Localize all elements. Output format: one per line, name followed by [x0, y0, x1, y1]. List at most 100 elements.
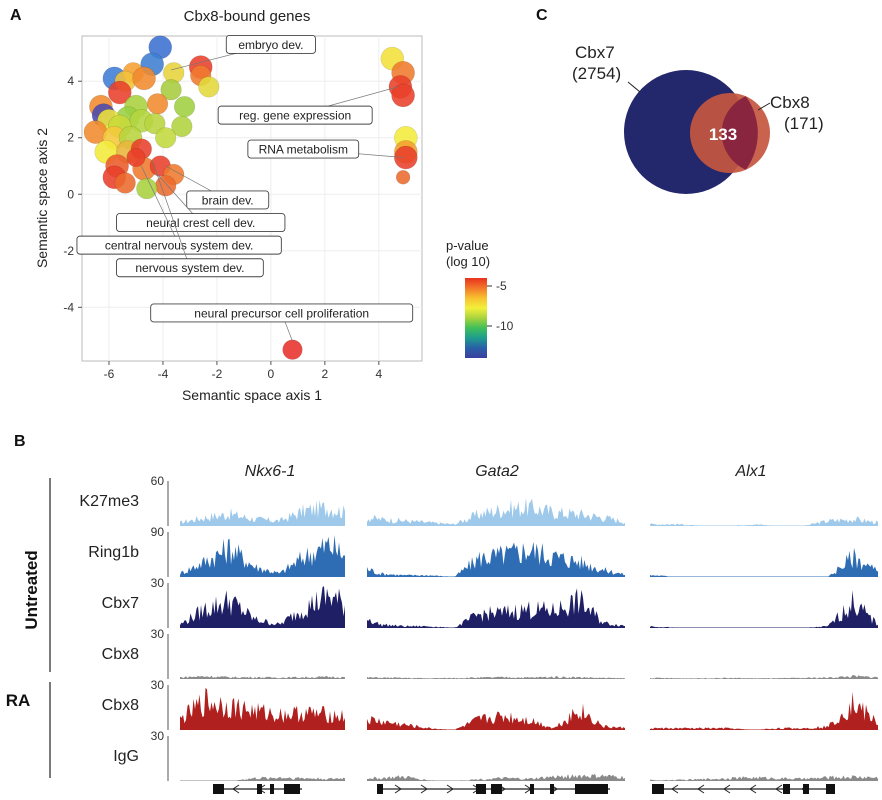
gene-exon	[530, 784, 534, 794]
venn-diagram: 133 Cbx7 (2754) Cbx8 (171)	[572, 43, 824, 194]
gene-exon	[377, 784, 383, 794]
gene-exon	[257, 784, 262, 794]
track-label: Ring1b	[88, 544, 139, 561]
track-label: K27me3	[79, 493, 139, 510]
legend-tick-label: -10	[496, 319, 514, 333]
gene-exon	[803, 784, 809, 794]
pvalue-legend: p-value (log 10) -5 -10	[446, 238, 514, 358]
go-term-point	[173, 96, 196, 118]
scatter-plot: -6 -4 -2 0 2 4 4 2 0 -2 -4 embryo dev. reg. gene e…	[63, 35, 423, 381]
annotation-label: central nervous system dev.	[105, 239, 254, 253]
strand-arrow	[671, 784, 679, 794]
genome-tracks: K27me3 60 Ring1b 90 Cbx7 30 Cbx8 30 Cbx8 30 IgG 30	[79, 474, 878, 781]
y-tick-label: 4	[67, 74, 74, 88]
annotation-label: nervous system dev.	[135, 261, 244, 275]
go-term-point	[282, 339, 303, 360]
panel-a-title: Cbx8-bound genes	[184, 8, 311, 25]
annotation-neural-precursor-cell-proliferation: neural precursor cell proliferation	[150, 303, 414, 342]
venn-cbx7-count: (2754)	[572, 64, 621, 83]
track-k27me3-0: K27me3 60	[79, 474, 878, 526]
track-label: Cbx8	[102, 646, 139, 663]
gene-exon	[491, 784, 502, 794]
gene-label-gata2: Gata2	[475, 463, 519, 480]
track-scale: 30	[151, 678, 165, 692]
group-label-ra: RA	[6, 691, 31, 710]
gene-model-alx1	[652, 784, 835, 794]
go-term-point	[171, 115, 193, 138]
annotation-label: RNA metabolism	[259, 143, 348, 157]
annotation-embryo-dev: embryo dev.	[170, 35, 316, 71]
term-annotations: embryo dev. reg. gene expression RNA metab…	[76, 35, 414, 342]
track-ring1b-1: Ring1b 90	[88, 525, 878, 577]
x-tick-label: -4	[158, 367, 169, 381]
x-tick-label: 0	[268, 367, 275, 381]
go-term-point	[160, 79, 182, 101]
y-axis-label: Semantic space axis 2	[34, 128, 50, 268]
x-axis-label: Semantic space axis 1	[182, 387, 322, 403]
y-tick-label: -4	[63, 300, 74, 314]
legend-tick-label: -5	[496, 279, 507, 293]
strand-arrow	[749, 784, 757, 794]
go-term-point	[132, 66, 156, 91]
annotation-brain-dev: brain dev.	[165, 165, 270, 210]
annotation-rna-metabolism: RNA metabolism	[247, 139, 404, 159]
gene-exon	[826, 784, 835, 794]
annotation-label: neural crest cell dev.	[146, 216, 255, 230]
venn-cbx7-leader	[627, 81, 641, 93]
coverage-profile	[180, 675, 878, 679]
go-term-point	[126, 148, 146, 168]
annotation-nervous-system-dev: nervous system dev.	[116, 160, 264, 278]
annotation-box	[186, 190, 270, 210]
annotation-box	[225, 35, 316, 54]
strand-arrow	[446, 784, 454, 794]
track-scale: 30	[151, 729, 165, 743]
go-term-point	[394, 145, 418, 170]
track-scale: 90	[151, 525, 165, 539]
y-axis-ticks: 4 2 0 -2 -4	[63, 74, 82, 314]
gene-exon	[213, 784, 224, 794]
strand-arrow	[723, 784, 731, 794]
annotation-label: reg. gene expression	[239, 109, 351, 123]
venn-cbx8-name: Cbx8	[770, 93, 810, 112]
annotation-leader	[141, 165, 180, 246]
track-label: IgG	[113, 748, 139, 765]
y-tick-label: 2	[67, 131, 74, 145]
go-term-point	[198, 76, 220, 98]
track-cbx8-3: Cbx8 30	[102, 627, 878, 679]
panel-b-letter: B	[14, 433, 26, 450]
strand-arrow	[232, 784, 240, 794]
track-scale: 30	[151, 627, 165, 641]
coverage-profile	[180, 586, 878, 628]
gene-exon	[284, 784, 300, 794]
strand-arrow	[697, 784, 705, 794]
go-term-point	[395, 170, 411, 185]
track-scale: 30	[151, 576, 165, 590]
go-term-point	[136, 178, 158, 200]
y-tick-label: 0	[67, 187, 74, 201]
x-axis-ticks: -6 -4 -2 0 2 4	[104, 361, 382, 381]
strand-arrow	[420, 784, 428, 794]
annotation-label: brain dev.	[202, 193, 254, 207]
legend-title-line2: (log 10)	[446, 254, 490, 269]
gene-exon	[270, 784, 274, 794]
scatter-points	[83, 35, 418, 360]
coverage-profile	[180, 687, 878, 730]
annotation-central-nervous-system-dev: central nervous system dev.	[76, 165, 282, 255]
coverage-profile	[180, 535, 878, 577]
go-term-point	[155, 127, 177, 149]
x-tick-label: -6	[104, 367, 115, 381]
annotation-label: neural precursor cell proliferation	[194, 306, 369, 320]
coverage-profile	[180, 773, 878, 781]
x-tick-label: 4	[375, 367, 382, 381]
gene-label-nkx6-1: Nkx6-1	[245, 463, 296, 480]
panel-a-letter: A	[10, 7, 22, 24]
gene-models	[213, 784, 835, 794]
go-term-point	[144, 113, 166, 135]
annotation-box	[116, 213, 286, 232]
group-label-untreated: Untreated	[22, 550, 41, 629]
y-tick-label: -2	[63, 244, 74, 258]
annotation-box	[116, 258, 264, 278]
gene-model-nkx6-1	[213, 784, 302, 794]
legend-ticks: -5 -10	[487, 279, 514, 333]
